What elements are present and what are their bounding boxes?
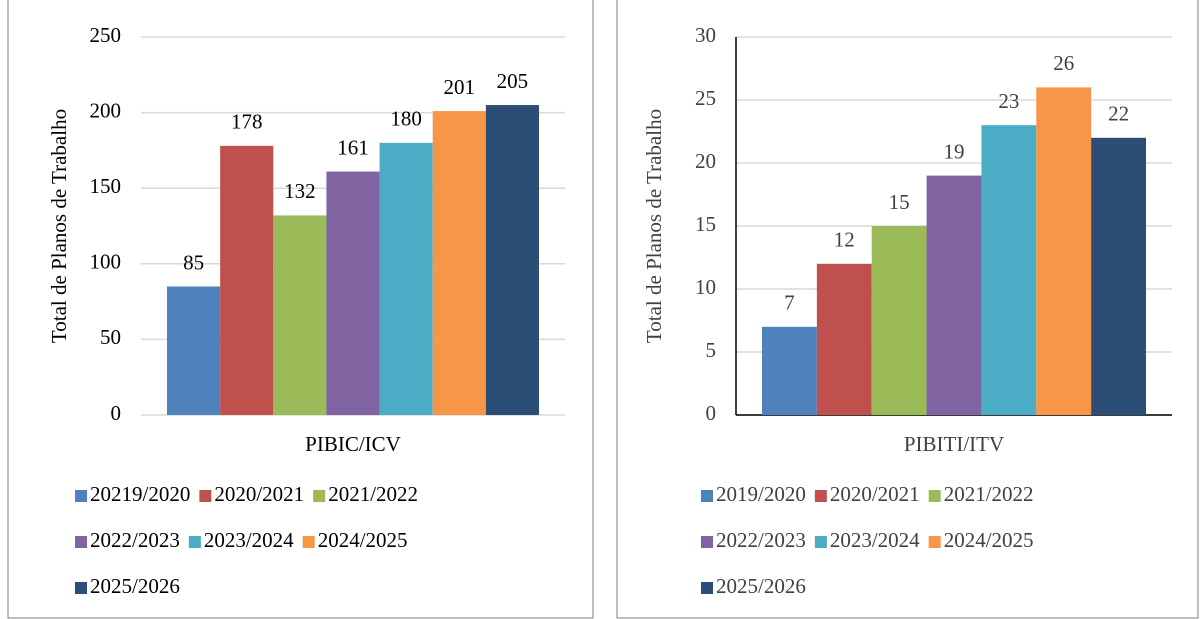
data-label: 19 — [944, 139, 965, 163]
legend-label: 2021/2022 — [328, 482, 418, 506]
bar — [816, 263, 872, 415]
legend-swatch — [814, 490, 827, 502]
legend-swatch — [701, 490, 713, 502]
data-label: 205 — [497, 69, 529, 93]
y-tick-label: 30 — [695, 23, 716, 47]
legend-swatch — [701, 582, 713, 594]
chart-left: 0 50 100 150 200 250 Total de Planos de Trabal… — [47, 23, 565, 598]
data-label: 180 — [390, 107, 422, 131]
x-tick-label: PIBITI/ITV — [904, 432, 1004, 456]
legend-swatch — [302, 536, 315, 548]
y-tick-label: 20 — [695, 149, 716, 173]
panel-border — [616, 0, 1199, 619]
bar — [1091, 137, 1146, 416]
data-label: 15 — [889, 190, 910, 214]
bar — [871, 226, 927, 415]
legend-swatch — [199, 490, 212, 502]
chart-right: 0 5 10 15 20 25 30 Total de Planos de Trabalho P… — [642, 23, 1172, 598]
data-label: 178 — [231, 110, 263, 134]
bar — [432, 111, 486, 415]
legend-swatch — [313, 490, 326, 502]
data-label: 201 — [444, 75, 476, 99]
legend-label: 2023/2024 — [830, 528, 920, 552]
legend-label: 2025/2026 — [90, 574, 180, 598]
panel-border — [7, 0, 594, 619]
legend-swatch — [75, 536, 87, 548]
data-label: 132 — [284, 179, 316, 203]
legend-label: 2025/2026 — [716, 574, 806, 598]
y-tick-label: 25 — [695, 86, 716, 110]
data-label: 7 — [784, 291, 795, 315]
data-label: 26 — [1053, 51, 1074, 75]
legend-label: 2020/2021 — [830, 482, 920, 506]
bar — [220, 145, 274, 415]
bar — [926, 175, 982, 415]
y-tick-label: 150 — [90, 174, 122, 198]
legend-label: 20219/2020 — [90, 482, 190, 506]
y-axis-label: Total de Planos de Trabalho — [47, 109, 71, 343]
bar — [981, 125, 1037, 415]
data-label: 85 — [183, 250, 204, 274]
legend-swatch — [928, 490, 941, 502]
y-tick-label: 200 — [90, 98, 122, 122]
y-tick-label: 0 — [111, 401, 122, 425]
legend-swatch — [928, 536, 941, 548]
legend-swatch — [701, 536, 713, 548]
bar — [379, 142, 433, 415]
legend-label: 2022/2023 — [716, 528, 806, 552]
bar — [167, 286, 221, 415]
legend-label: 2020/2021 — [214, 482, 304, 506]
y-tick-label: 50 — [100, 325, 121, 349]
data-label: 161 — [337, 135, 369, 159]
legend-swatch — [814, 536, 827, 548]
legend-label: 2022/2023 — [90, 528, 180, 552]
y-tick-label: 10 — [695, 275, 716, 299]
legend-label: 2021/2022 — [944, 482, 1034, 506]
x-tick-label: PIBIC/ICV — [305, 432, 401, 456]
legend-swatch — [75, 490, 87, 502]
data-label: 12 — [834, 228, 855, 252]
data-label: 23 — [998, 89, 1019, 113]
bar — [485, 105, 539, 415]
legend-label: 2024/2025 — [944, 528, 1034, 552]
y-tick-label: 100 — [90, 250, 122, 274]
y-tick-label: 5 — [706, 338, 717, 362]
legend-swatch — [188, 536, 201, 548]
y-tick-label: 0 — [706, 401, 717, 425]
data-label: 22 — [1108, 102, 1129, 126]
bar — [1036, 87, 1092, 416]
bar — [273, 215, 327, 415]
legend-label: 2019/2020 — [716, 482, 806, 506]
y-tick-label: 250 — [90, 23, 122, 47]
bar — [762, 326, 817, 415]
legend-swatch — [75, 582, 87, 594]
bar — [326, 171, 380, 415]
y-axis-label: Total de Planos de Trabalho — [642, 109, 666, 343]
legend-label: 2023/2024 — [204, 528, 294, 552]
legend-label: 2024/2025 — [318, 528, 408, 552]
y-tick-label: 15 — [695, 212, 716, 236]
